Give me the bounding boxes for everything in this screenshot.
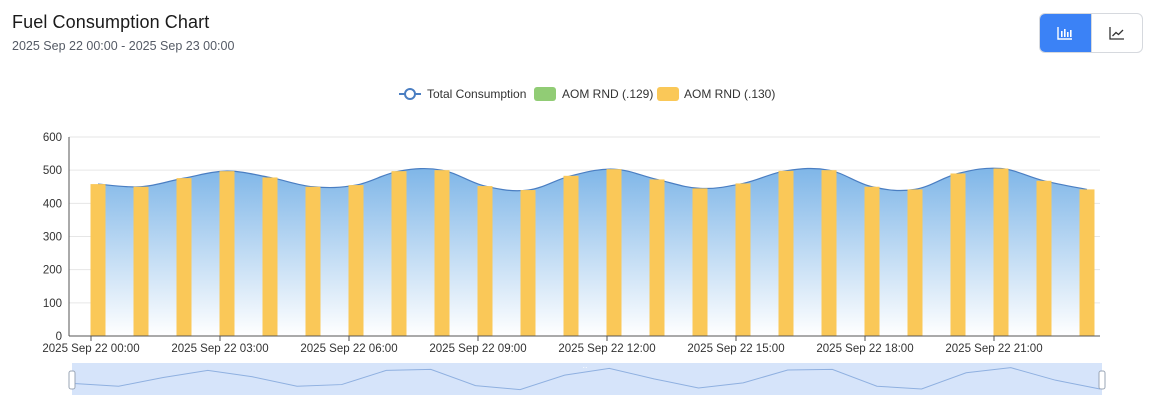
chart-legend: Total Consumption AOM RND (.129) AOM RND…: [399, 87, 775, 101]
bar-aom-130[interactable]: [262, 177, 278, 336]
x-tick-label: 2025 Sep 22 15:00: [687, 343, 784, 355]
y-tick-label: 300: [43, 232, 62, 244]
bar-aom-130[interactable]: [692, 188, 708, 336]
legend-item-130[interactable]: AOM RND (.130): [657, 87, 775, 101]
x-tick-label: 2025 Sep 22 18:00: [816, 343, 913, 355]
chart-title: Fuel Consumption Chart: [12, 12, 210, 32]
bar-aom-130[interactable]: [434, 170, 450, 336]
bar-aom-130[interactable]: [907, 189, 923, 336]
y-tick-label: 100: [43, 298, 62, 310]
slider-handle-right[interactable]: [1098, 370, 1106, 390]
slider-handle-left[interactable]: [68, 370, 76, 390]
x-tick-label: 2025 Sep 22 06:00: [300, 343, 397, 355]
total-consumption-area: [98, 168, 1087, 336]
bar-aom-130[interactable]: [864, 186, 880, 336]
legend-label-total: Total Consumption: [427, 87, 526, 101]
bar-aom-130[interactable]: [563, 175, 579, 336]
x-tick-label: 2025 Sep 22 09:00: [429, 343, 526, 355]
bar-aom-130[interactable]: [90, 184, 106, 336]
x-tick-label: 2025 Sep 22 03:00: [171, 343, 268, 355]
bar-aom-130[interactable]: [391, 171, 407, 336]
bar-view-button[interactable]: [1040, 14, 1091, 52]
y-tick-label: 600: [43, 132, 62, 144]
legend-item-total[interactable]: Total Consumption: [399, 87, 526, 101]
bar-aom-130[interactable]: [778, 170, 794, 336]
consumption-bars: [90, 168, 1095, 336]
total-consumption-line: [97, 167, 1088, 192]
legend-label-129: AOM RND (.129): [562, 87, 653, 101]
y-tick-label: 0: [56, 331, 62, 343]
y-axis-ticks: 0 100 200 300 400 500 600: [43, 132, 62, 343]
bar-aom-130[interactable]: [477, 186, 493, 336]
date-range-subtitle: 2025 Sep 22 00:00 - 2025 Sep 23 00:00: [12, 39, 235, 53]
bar-aom-130[interactable]: [606, 169, 622, 336]
x-tick-label: 2025 Sep 22 21:00: [945, 343, 1042, 355]
bar-aom-130[interactable]: [993, 168, 1009, 336]
bar-aom-130[interactable]: [1079, 189, 1095, 336]
bar-aom-130[interactable]: [821, 170, 837, 336]
legend-item-129[interactable]: AOM RND (.129): [534, 87, 653, 101]
y-tick-label: 500: [43, 165, 62, 177]
bar-aom-130[interactable]: [1036, 180, 1052, 336]
bar-aom-130[interactable]: [520, 190, 536, 336]
y-tick-label: 400: [43, 198, 62, 210]
bar-chart-icon: [1057, 27, 1073, 40]
zoom-slider[interactable]: ..: [68, 360, 1106, 395]
slider-drag-mark[interactable]: ..: [582, 360, 587, 370]
bar-aom-130[interactable]: [348, 185, 364, 336]
chart-type-toggle: [1039, 13, 1143, 53]
bar-aom-130[interactable]: [735, 183, 751, 336]
bar-aom-130[interactable]: [649, 179, 665, 336]
legend-label-130: AOM RND (.130): [684, 87, 775, 101]
chart-axes: [68, 137, 1100, 337]
x-tick-label: 2025 Sep 22 00:00: [42, 343, 139, 355]
line-view-button[interactable]: [1090, 14, 1143, 52]
x-tick-label: 2025 Sep 22 12:00: [558, 343, 655, 355]
bar-aom-130[interactable]: [176, 178, 192, 336]
bar-aom-130[interactable]: [219, 171, 235, 336]
bar-aom-130[interactable]: [133, 186, 149, 336]
y-tick-label: 200: [43, 265, 62, 277]
bar-aom-130[interactable]: [305, 186, 321, 336]
line-chart-icon: [1109, 27, 1124, 40]
bar-aom-130[interactable]: [950, 173, 966, 336]
x-axis-ticks: 2025 Sep 22 00:00 2025 Sep 22 03:00 2025 S…: [42, 336, 1043, 355]
